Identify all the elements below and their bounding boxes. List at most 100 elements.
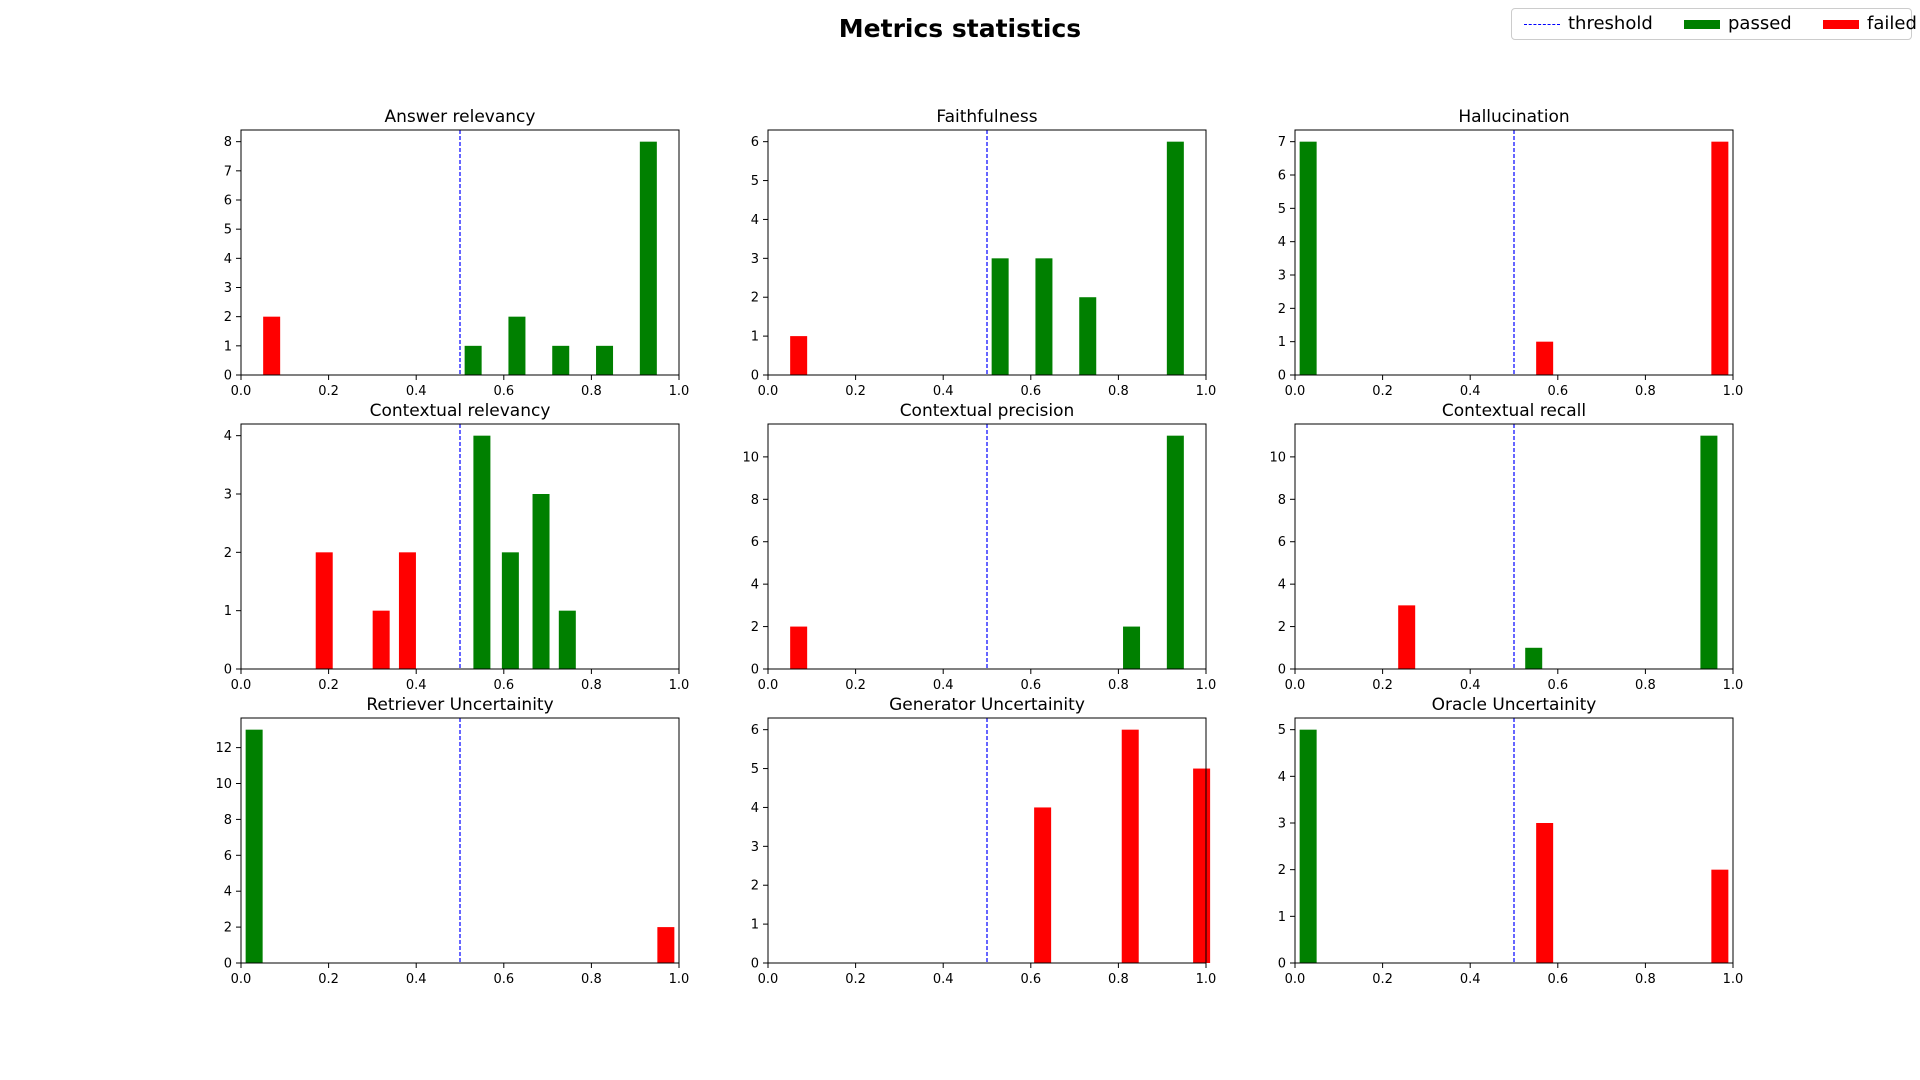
y-tick-label: 0 [1278, 957, 1286, 972]
y-tick-label: 10 [1269, 450, 1286, 465]
x-tick-label: 0.6 [1547, 384, 1568, 399]
y-tick-label: 2 [1278, 302, 1286, 317]
y-tick-label: 1 [224, 339, 232, 354]
y-tick-label: 3 [1278, 817, 1286, 832]
y-tick-label: 2 [224, 546, 232, 561]
x-tick-label: 0.6 [1020, 384, 1041, 399]
subplot: Retriever Uncertainity 0.0 0.2 0.4 0.6 0.8 1.0… [215, 695, 689, 987]
y-tick-label: 5 [1278, 723, 1286, 738]
bar-passed [465, 346, 482, 375]
y-tick-label: 4 [224, 252, 232, 267]
x-tick-label: 0.6 [1020, 678, 1041, 693]
x-tick-label: 0.8 [1635, 678, 1656, 693]
x-tick-label: 1.0 [1723, 972, 1744, 987]
y-tick-label: 1 [224, 604, 232, 619]
x-tick-label: 0.4 [933, 384, 954, 399]
x-tick-label: 0.6 [493, 384, 514, 399]
x-tick-label: 0.0 [231, 384, 252, 399]
bar-passed [992, 258, 1009, 375]
bar-failed [1398, 605, 1415, 669]
bar-passed [1300, 730, 1317, 963]
bar-passed [533, 494, 550, 669]
x-tick-label: 0.2 [318, 972, 339, 987]
y-tick-label: 8 [1278, 493, 1286, 508]
bar-failed [1711, 142, 1728, 375]
y-tick-label: 4 [224, 885, 232, 900]
subplot: Generator Uncertainity 0.0 0.2 0.4 0.6 0.8 1.0… [751, 695, 1217, 987]
x-tick-label: 0.0 [758, 972, 779, 987]
x-tick-label: 0.8 [1635, 384, 1656, 399]
x-tick-label: 0.8 [581, 384, 602, 399]
x-tick-label: 0.2 [1372, 384, 1393, 399]
x-tick-label: 0.2 [318, 384, 339, 399]
bar-passed [1167, 436, 1184, 669]
y-tick-label: 0 [1278, 369, 1286, 384]
y-tick-label: 2 [1278, 620, 1286, 635]
x-tick-label: 0.6 [1547, 972, 1568, 987]
y-tick-label: 2 [751, 620, 759, 635]
y-tick-label: 8 [751, 493, 759, 508]
x-tick-label: 0.4 [406, 384, 427, 399]
x-tick-label: 0.8 [1108, 384, 1129, 399]
x-tick-label: 0.2 [845, 678, 866, 693]
y-tick-label: 12 [215, 741, 232, 756]
x-tick-label: 0.4 [1460, 972, 1481, 987]
x-tick-label: 1.0 [1196, 678, 1217, 693]
bar-failed [1193, 769, 1210, 963]
subplot-title: Generator Uncertainity [889, 695, 1085, 715]
bar-failed [1536, 342, 1553, 375]
bar-passed [246, 730, 263, 963]
bar-passed [1079, 297, 1096, 375]
y-tick-label: 6 [224, 194, 232, 209]
y-tick-label: 6 [751, 535, 759, 550]
y-tick-label: 4 [1278, 235, 1286, 250]
subplot: Oracle Uncertainity 0.0 0.2 0.4 0.6 0.8 1.0 0 1 2… [1278, 695, 1744, 987]
x-tick-label: 0.0 [1285, 972, 1306, 987]
y-tick-label: 5 [224, 223, 232, 238]
y-tick-label: 2 [751, 879, 759, 894]
bar-passed [1035, 258, 1052, 375]
x-tick-label: 1.0 [1196, 384, 1217, 399]
bar-failed [1034, 807, 1051, 963]
bar-failed [316, 552, 333, 669]
subplot-title: Answer relevancy [385, 107, 536, 127]
subplot: Hallucination0.0 0.2 0.4 0.6 0.8 1.001234567 [1278, 107, 1744, 399]
x-tick-label: 0.4 [933, 678, 954, 693]
bar-passed [508, 317, 525, 375]
subplot-title: Contextual relevancy [370, 401, 551, 421]
subplot: Contextual recall 0.0 0.2 0.4 0.6 0.8 1.0 0 2 4 6 8… [1269, 401, 1743, 693]
y-tick-label: 5 [751, 174, 759, 189]
y-tick-label: 6 [224, 849, 232, 864]
subplot-title: Contextual recall [1442, 401, 1586, 421]
x-tick-label: 0.4 [406, 972, 427, 987]
subplot: Faithfulness 0.0 0.2 0.4 0.6 0.8 1.0 0 1 2 3 4 5 6 [751, 107, 1217, 399]
bar-failed [657, 927, 674, 963]
bar-passed [473, 436, 490, 669]
y-tick-label: 0 [224, 369, 232, 384]
bar-failed [263, 317, 280, 375]
bar-failed [790, 627, 807, 669]
bar-passed [552, 346, 569, 375]
y-tick-label: 3 [1278, 269, 1286, 284]
y-tick-label: 3 [751, 840, 759, 855]
y-tick-label: 6 [751, 135, 759, 150]
x-tick-label: 0.2 [845, 384, 866, 399]
x-tick-label: 0.8 [581, 678, 602, 693]
y-tick-label: 10 [742, 450, 759, 465]
bar-passed [640, 142, 657, 375]
subplot-title: Hallucination [1458, 107, 1569, 127]
y-tick-label: 2 [1278, 863, 1286, 878]
y-tick-label: 0 [1278, 663, 1286, 678]
x-tick-label: 0.4 [1460, 384, 1481, 399]
bar-failed [373, 611, 390, 669]
x-tick-label: 0.8 [581, 972, 602, 987]
x-tick-label: 0.8 [1108, 972, 1129, 987]
bar-failed [1536, 823, 1553, 963]
bar-failed [1122, 730, 1139, 963]
bar-passed [1525, 648, 1542, 669]
bar-failed [399, 552, 416, 669]
subplot-title: Oracle Uncertainity [1432, 695, 1597, 715]
x-tick-label: 0.6 [493, 678, 514, 693]
y-tick-label: 3 [751, 252, 759, 267]
